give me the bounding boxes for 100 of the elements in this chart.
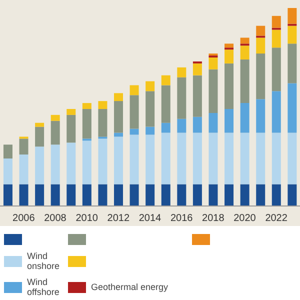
- bar: [272, 30, 281, 48]
- bar: [161, 75, 170, 86]
- bar: [82, 140, 92, 184]
- bar: [82, 103, 92, 109]
- bar: [192, 63, 202, 76]
- bar: [19, 154, 28, 184]
- bar: [35, 122, 44, 127]
- bar: [35, 126, 44, 147]
- bar: [114, 132, 123, 137]
- bar: [177, 118, 186, 133]
- bar: [256, 54, 266, 100]
- bar: [177, 184, 186, 206]
- bar: [3, 158, 12, 184]
- bar: [192, 116, 202, 133]
- bar: [192, 75, 202, 117]
- bar: [66, 114, 76, 143]
- x-tick-label: 2012: [107, 213, 130, 224]
- x-tick-label: 2008: [44, 213, 67, 224]
- bar: [288, 184, 297, 206]
- bar: [50, 114, 60, 121]
- bar: [130, 85, 139, 96]
- x-tick-label: 2020: [234, 213, 256, 224]
- bar: [256, 26, 266, 36]
- x-tick-label: 2014: [138, 213, 162, 224]
- bar: [177, 132, 186, 184]
- bar: [50, 120, 60, 145]
- bar: [208, 58, 218, 70]
- x-tick-label: 2016: [170, 213, 194, 224]
- bar: [146, 184, 155, 206]
- bar: [114, 101, 123, 133]
- bar: [161, 85, 170, 123]
- bar: [114, 93, 123, 102]
- bar: [98, 101, 108, 109]
- bar: [288, 26, 297, 44]
- bar: [224, 63, 234, 109]
- bar: [208, 184, 218, 206]
- bar: [224, 108, 234, 133]
- bar: [224, 132, 234, 184]
- bar: [130, 134, 139, 184]
- bar: [272, 184, 281, 206]
- x-tick-label: 2022: [265, 213, 288, 224]
- bar: [272, 48, 281, 92]
- legend-label: Wind onshore: [27, 251, 61, 271]
- bar: [256, 38, 266, 54]
- bar: [19, 138, 28, 155]
- bar: [114, 184, 123, 206]
- bar: [192, 184, 202, 206]
- bar: [82, 184, 92, 206]
- bar: [50, 144, 60, 184]
- bar: [98, 138, 108, 184]
- bar: [98, 108, 108, 137]
- bar: [146, 126, 155, 135]
- bar: [50, 184, 60, 206]
- bar: [240, 184, 250, 206]
- bar: [3, 144, 12, 158]
- bar: [240, 132, 250, 184]
- bar: [146, 81, 155, 92]
- bar: [256, 132, 266, 184]
- bar: [288, 8, 297, 24]
- bar: [161, 184, 170, 206]
- bar: [82, 108, 92, 139]
- bar: [240, 46, 250, 60]
- bar: [272, 132, 281, 184]
- bar: [114, 136, 123, 184]
- x-tick-label: 2018: [202, 213, 225, 224]
- bar: [66, 108, 76, 115]
- bar: [288, 83, 297, 133]
- bar: [130, 128, 139, 135]
- bar: [256, 99, 266, 133]
- bar: [146, 134, 155, 184]
- bar: [146, 91, 155, 127]
- bar: [66, 142, 76, 184]
- bar: [161, 132, 170, 184]
- bar: [288, 132, 297, 184]
- bar: [161, 122, 170, 133]
- bar: [177, 77, 186, 119]
- bar: [130, 184, 139, 206]
- bar: [272, 91, 281, 133]
- bar: [208, 112, 218, 133]
- x-tick-label: 2010: [76, 213, 98, 224]
- bar: [272, 16, 281, 28]
- bar: [288, 44, 297, 84]
- bar: [98, 184, 108, 206]
- bar: [208, 132, 218, 184]
- bar: [224, 184, 234, 206]
- legend-label: Geothermal energy: [91, 282, 168, 292]
- bar: [3, 184, 12, 206]
- bar: [240, 59, 250, 104]
- bar: [256, 184, 266, 206]
- bar: [66, 184, 76, 206]
- bar: [224, 50, 234, 64]
- bar: [35, 184, 44, 206]
- bar: [240, 103, 250, 133]
- bar: [240, 38, 250, 44]
- legend-label: Wind offshore: [27, 277, 60, 297]
- x-tick-label: 2006: [12, 213, 36, 224]
- bar: [35, 146, 44, 184]
- bar: [130, 95, 139, 129]
- bar: [208, 69, 218, 113]
- bar: [224, 44, 234, 48]
